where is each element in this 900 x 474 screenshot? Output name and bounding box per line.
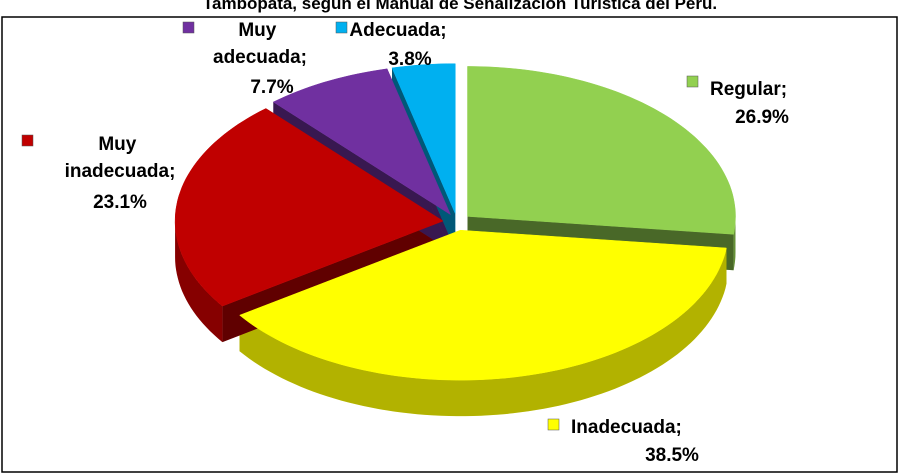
slice-side	[733, 216, 736, 271]
slice	[272, 68, 452, 216]
slice-side-shade	[733, 216, 736, 271]
slice-side-shade	[175, 221, 223, 343]
chart-title: Tambopata, según el Manual de Señalizaci…	[203, 0, 717, 13]
slice	[239, 229, 727, 381]
data-label-name: Muy inadecuada;	[65, 134, 176, 182]
data-label-value: 3.8%	[388, 49, 431, 70]
slice-side-shade	[239, 248, 727, 417]
data-label-name: Regular;	[710, 79, 787, 100]
data-label-value: 7.7%	[250, 77, 293, 98]
data-label-separator: ;	[301, 47, 307, 68]
slice	[467, 66, 736, 235]
data-label-name: Muy adecuada;	[213, 20, 307, 68]
legend-key	[21, 134, 34, 147]
data-label-value: 38.5%	[645, 445, 699, 466]
legend-key	[686, 75, 699, 88]
slice	[174, 108, 444, 307]
data-label-value: 26.9%	[735, 107, 789, 128]
slice	[391, 63, 456, 214]
data-label-value: 23.1%	[93, 192, 147, 213]
slice-side	[175, 221, 223, 343]
data-label-separator: ;	[676, 417, 682, 438]
data-label-name: Adecuada;	[349, 20, 446, 41]
slice-side	[239, 248, 727, 417]
data-label-separator: ;	[169, 161, 175, 182]
legend-key	[547, 418, 560, 431]
data-label-separator: ;	[440, 20, 446, 41]
data-label-name: Inadecuada;	[571, 417, 682, 438]
legend-key	[182, 21, 195, 34]
data-label-separator: ;	[781, 79, 787, 100]
legend-key	[335, 21, 348, 34]
pie-tops	[174, 63, 736, 381]
